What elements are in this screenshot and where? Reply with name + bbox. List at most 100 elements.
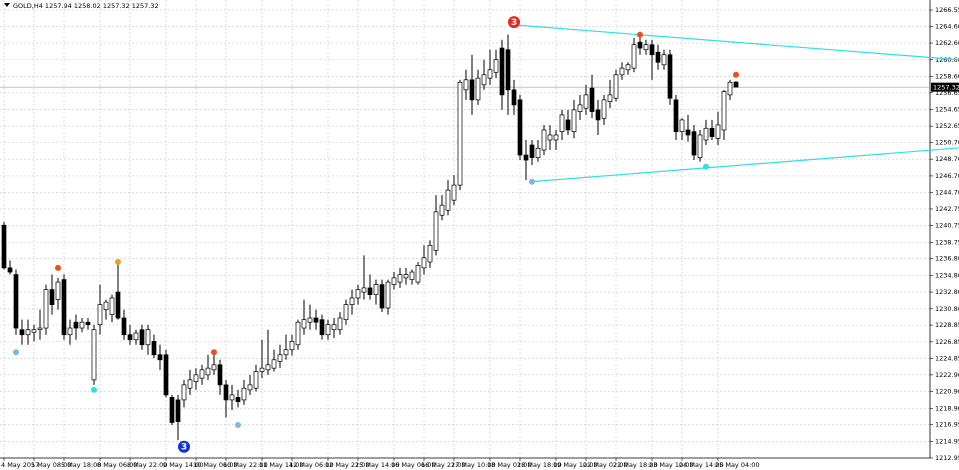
signal-marker [115, 259, 121, 266]
candle-body [409, 271, 415, 280]
candle-body [31, 329, 37, 333]
trendline [530, 147, 959, 183]
collapse-icon[interactable] [4, 3, 10, 7]
y-tick-label: 1242.75 [935, 205, 959, 213]
x-tick-label: 10 May 06:00 [193, 461, 238, 469]
candle-body [613, 74, 619, 99]
candle-body [643, 44, 649, 51]
candle-body [265, 364, 271, 371]
candle-body [175, 399, 181, 422]
candle-body [337, 317, 343, 331]
x-tick-label: 8 May 22:00 [127, 461, 167, 469]
candle-body [685, 129, 691, 136]
candle-body [607, 94, 613, 102]
candle-body [649, 44, 655, 56]
candle-body [583, 94, 589, 109]
candle-body [661, 54, 667, 66]
candle-body [61, 279, 67, 336]
x-tick-label: 11 May 14:00 [259, 461, 304, 469]
candle-body [217, 364, 223, 386]
y-tick-label: 1220.90 [935, 388, 959, 396]
candle-body [427, 244, 433, 263]
candle-body [715, 124, 721, 139]
y-tick-label: 1248.70 [935, 155, 959, 163]
candle-body [25, 329, 31, 336]
candle-body [463, 79, 469, 91]
candle-body [1, 224, 7, 269]
y-tick-label: 1258.60 [935, 72, 959, 80]
x-tick-label: 8 May 06:00 [97, 461, 137, 469]
candle-body [691, 131, 697, 156]
y-tick-label: 1254.65 [935, 105, 959, 113]
candle-body [199, 369, 205, 379]
candle-body [535, 147, 541, 158]
candle-body [595, 109, 601, 121]
candle-body [193, 374, 199, 382]
x-tick-label: 12 May 06:00 [289, 461, 334, 469]
candle-body [457, 81, 463, 186]
signal-marker [703, 163, 709, 170]
trendline [510, 24, 959, 61]
y-tick-label: 1228.85 [935, 321, 959, 329]
signal-label: 3 [511, 18, 517, 28]
candle-body [139, 329, 145, 346]
candle-body [115, 291, 121, 319]
candle-body [259, 367, 265, 372]
candle-body [253, 371, 259, 389]
y-tick-label: 1214.95 [935, 437, 959, 445]
y-tick-label: 1262.60 [935, 39, 959, 47]
candle-body [289, 341, 295, 351]
y-tick-label: 1264.60 [935, 22, 959, 30]
candle-body [247, 384, 253, 391]
candle-body [385, 281, 391, 309]
candle-body [667, 54, 673, 99]
candle-body [97, 304, 103, 326]
candle-body [571, 109, 577, 132]
y-tick-label: 1240.75 [935, 222, 959, 230]
candle-body [295, 321, 301, 346]
x-tick-label: 17 May 10:00 [451, 461, 496, 469]
candle-body [703, 127, 709, 141]
candle-body [499, 47, 505, 96]
y-tick-label: 1216.95 [935, 421, 959, 429]
candle-body [481, 74, 487, 86]
candle-body [133, 332, 139, 341]
candle-body [679, 119, 685, 132]
signal-marker [91, 386, 97, 393]
candle-body [493, 59, 499, 73]
candle-body [85, 321, 91, 326]
candle-body [523, 154, 529, 161]
candle-body [349, 297, 355, 305]
y-tick-label: 1260.60 [935, 56, 959, 64]
x-tick-label: 4 May 2017 [1, 461, 39, 469]
candle-body [487, 69, 493, 79]
candle-body [439, 204, 445, 216]
price-label: 1257.32 [933, 84, 959, 92]
x-tick-label: 22 May 02:00 [583, 461, 628, 469]
candle-body [559, 114, 565, 132]
candle-body [205, 367, 211, 376]
candle-body [73, 321, 79, 329]
candle-body [655, 51, 661, 63]
candle-body [565, 119, 571, 131]
candle-body [325, 324, 331, 336]
y-tick-label: 1252.65 [935, 122, 959, 130]
candle-body [421, 257, 427, 269]
candle-body [391, 277, 397, 285]
candle-body [55, 281, 61, 300]
candle-body [415, 265, 421, 283]
signal-marker [508, 16, 520, 29]
candle-body [379, 284, 385, 309]
y-tick-label: 1238.75 [935, 238, 959, 246]
candle-body [319, 319, 325, 336]
signal-marker [529, 178, 535, 185]
y-tick-label: 1236.80 [935, 255, 959, 263]
candle-body [727, 81, 733, 96]
candle-body [49, 289, 55, 305]
signal-marker [211, 349, 217, 356]
x-tick-label: 5 May 18:00 [61, 461, 101, 469]
y-tick-label: 1224.85 [935, 355, 959, 363]
